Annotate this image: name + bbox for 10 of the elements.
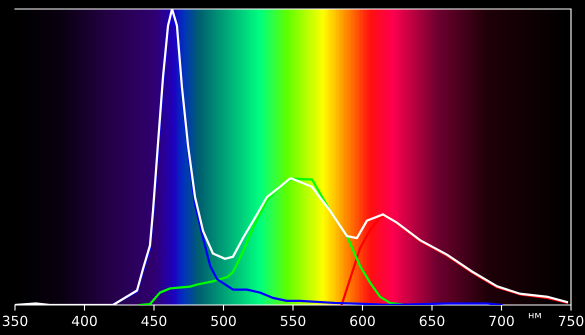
x-tick-label: 350 — [2, 316, 28, 326]
x-tick-label: 650 — [420, 316, 444, 326]
x-tick-label: 450 — [141, 316, 166, 326]
x-axis-title: нм — [528, 312, 541, 318]
x-tick-label: 400 — [72, 316, 97, 326]
x-tick-label: 750 — [558, 316, 584, 326]
x-tick-label: 550 — [280, 316, 306, 326]
x-tick-label: 500 — [211, 316, 236, 326]
x-tick-label: 700 — [489, 316, 514, 326]
x-tick-label: 600 — [350, 316, 375, 326]
